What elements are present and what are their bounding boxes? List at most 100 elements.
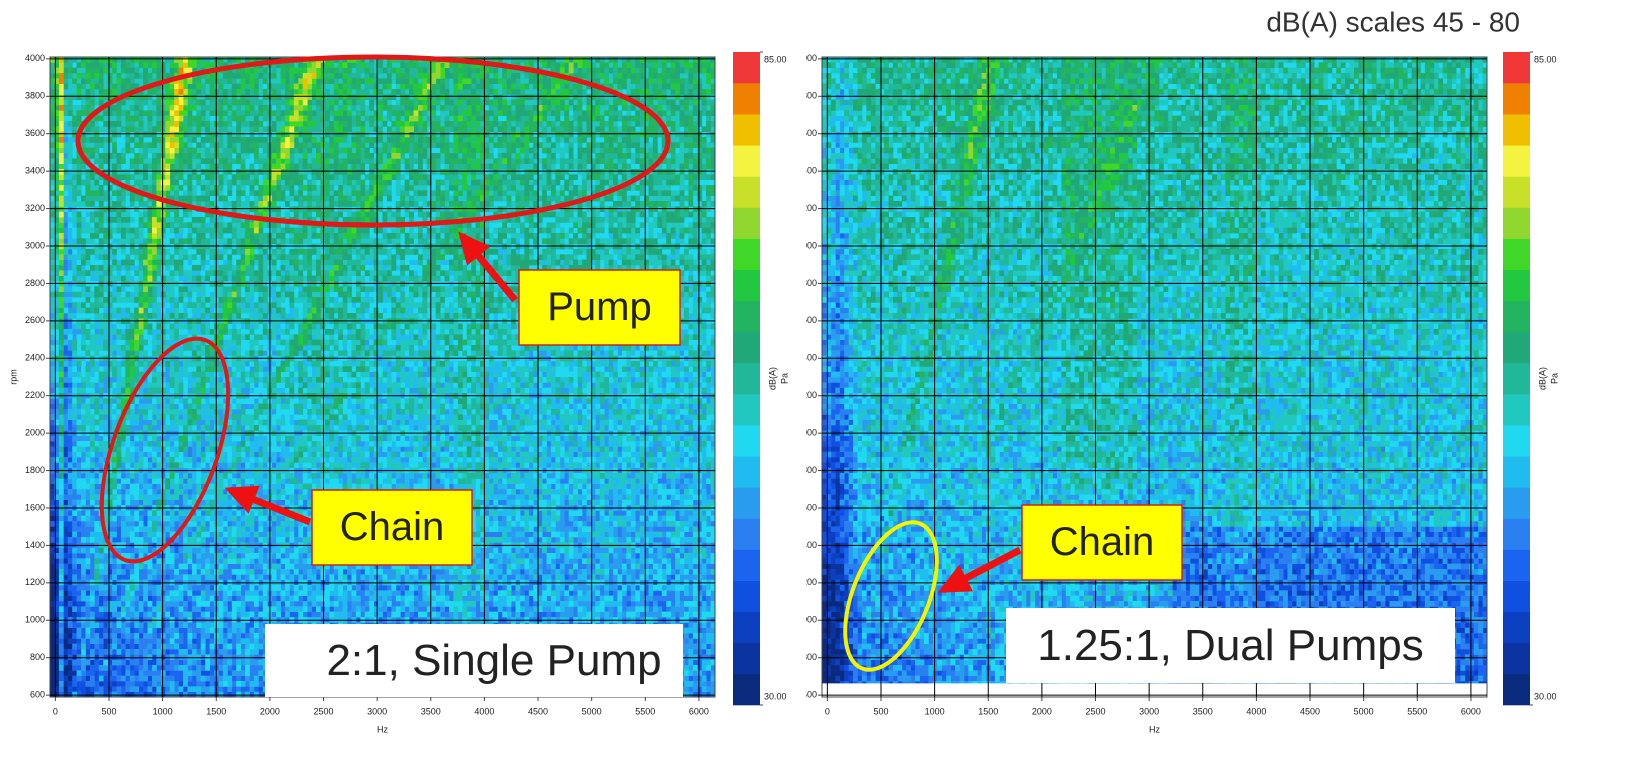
y-tick-label: 3800 <box>25 91 45 101</box>
chain-ellipse <box>843 520 939 672</box>
colorbar-band <box>1503 642 1530 675</box>
colorbar-band <box>1503 238 1530 270</box>
x-tick-label: 1000 <box>153 706 173 716</box>
colorbar-label: Pa <box>779 373 789 384</box>
x-tick-label: 4000 <box>474 706 494 716</box>
x-tick-label: 2500 <box>1085 706 1105 716</box>
y-tick-label: 1800 <box>25 465 45 475</box>
colorbar-band <box>733 269 760 302</box>
colorbar-band <box>733 238 760 270</box>
x-tick-label: 2000 <box>1032 706 1052 716</box>
x-tick-label: 1500 <box>206 706 226 716</box>
colorbar-band <box>1503 456 1530 488</box>
x-axis-label: Hz <box>1149 724 1160 734</box>
y-tick-label: 800 <box>30 652 45 662</box>
x-tick-label: 4500 <box>1300 706 1320 716</box>
x-tick-label: 2000 <box>260 706 280 716</box>
colorbar-band <box>733 362 760 395</box>
x-tick-label: 5500 <box>1407 706 1427 716</box>
arrow-head <box>224 485 260 514</box>
callout-box <box>1021 504 1183 581</box>
heatmap-texture <box>822 275 1488 684</box>
chain-ellipse <box>99 336 231 564</box>
y-tick-label: 2800 <box>25 278 45 288</box>
y-tick-label: 2400 <box>797 353 817 363</box>
colorbar-band <box>733 580 760 613</box>
x-tick-label: 3500 <box>421 706 441 716</box>
colorbar-label: dB(A) <box>1537 367 1547 390</box>
colorbar-band <box>733 487 760 519</box>
y-tick-label: 2000 <box>797 428 817 438</box>
y-tick-label: 1200 <box>797 577 817 587</box>
y-tick-label: 2200 <box>25 390 45 400</box>
y-tick-label: 600 <box>30 690 45 700</box>
colorbar-band <box>1503 52 1530 84</box>
scale-note: dB(A) scales 45 - 80 <box>1266 6 1520 37</box>
y-tick-label: 3200 <box>797 203 817 213</box>
colorbar-band <box>1503 145 1530 177</box>
x-tick-label: 0 <box>825 706 830 716</box>
y-tick-label: 1400 <box>797 540 817 550</box>
colorbar-band <box>1503 549 1530 581</box>
pump-ellipse <box>75 54 671 228</box>
callout-box <box>518 269 681 346</box>
colorbar-band <box>1503 83 1530 115</box>
y-tick-label: 3800 <box>797 91 817 101</box>
callout-text: Chain <box>340 505 445 549</box>
y-tick-label: 600 <box>802 690 817 700</box>
y-tick-label: 2000 <box>25 428 45 438</box>
colorbar-band <box>1503 518 1530 550</box>
x-tick-label: 3000 <box>1139 706 1159 716</box>
colorbar-band <box>1503 269 1530 302</box>
colorbar-tick-label: 85.00 <box>764 54 787 64</box>
colorbar-band <box>1503 207 1530 239</box>
heatmap-texture <box>50 57 716 554</box>
colorbar-tick-label: 30.00 <box>764 691 787 701</box>
caption-box <box>1006 608 1455 683</box>
colorbar-band <box>733 176 760 208</box>
x-tick-label: 5000 <box>582 706 602 716</box>
colorbar-band <box>1503 114 1530 146</box>
x-tick-label: 6000 <box>689 706 709 716</box>
y-tick-label: 2200 <box>797 390 817 400</box>
colorbar-band <box>1503 300 1530 333</box>
y-tick-label: 2800 <box>797 278 817 288</box>
colorbar-band <box>1503 176 1530 208</box>
colorbar-band <box>733 331 760 364</box>
colorbar-band <box>733 518 760 550</box>
y-tick-label: 1200 <box>25 577 45 587</box>
heatmap-texture <box>50 57 716 591</box>
y-tick-label: 2600 <box>25 315 45 325</box>
plot-frame <box>821 56 1488 698</box>
y-tick-label: 3400 <box>25 166 45 176</box>
y-tick-label: 1000 <box>797 615 817 625</box>
y-tick-label: 1800 <box>797 465 817 475</box>
heatmap-texture <box>822 505 845 684</box>
x-tick-label: 6000 <box>1461 706 1481 716</box>
x-tick-label: 5000 <box>1354 706 1374 716</box>
y-tick-label: 2600 <box>797 315 817 325</box>
colorbar-band <box>733 394 760 426</box>
x-tick-label: 0 <box>53 706 58 716</box>
colorbar-band <box>733 549 760 581</box>
x-tick-label: 3000 <box>367 706 387 716</box>
colorbar-band <box>1503 487 1530 519</box>
y-tick-label: 4000 <box>797 53 817 63</box>
colorbar-band <box>733 52 760 84</box>
y-tick-label: 800 <box>802 652 817 662</box>
arrow-head <box>458 231 491 266</box>
x-tick-label: 4500 <box>528 706 548 716</box>
colorbar-band <box>1503 580 1530 613</box>
y-label-clip: 600 800 1000 1200 1400 1600 1800 2000 2200 2400 26… <box>797 53 817 700</box>
x-tick-label: 5500 <box>635 706 655 716</box>
x-axis-label: Hz <box>377 724 388 734</box>
y-tick-label: 4000 <box>25 53 45 63</box>
colorbar-band <box>733 83 760 115</box>
colorbar-tick-label: 30.00 <box>1534 691 1557 701</box>
x-tick-label: 500 <box>101 706 116 716</box>
colorbar-band <box>733 673 760 706</box>
caption-text: 1.25:1, Dual Pumps <box>1037 621 1423 670</box>
y-tick-label: 3400 <box>797 166 817 176</box>
heatmap-texture <box>937 57 1257 309</box>
